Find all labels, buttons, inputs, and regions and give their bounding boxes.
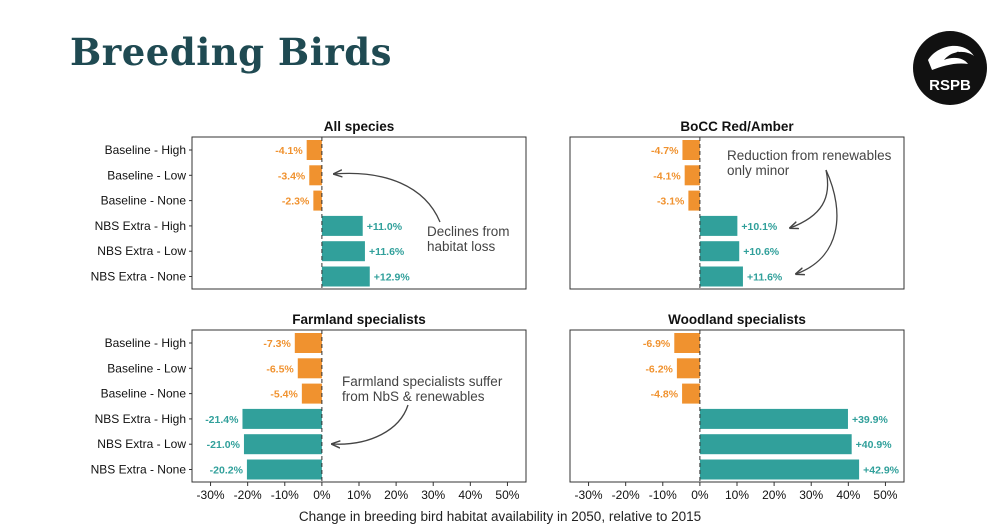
bar-nbs	[699, 434, 852, 455]
x-tick-label: -10%	[271, 488, 299, 502]
panel-frame	[569, 329, 905, 483]
bar-baseline	[688, 190, 700, 211]
data-label: +39.9%	[852, 414, 889, 426]
bar-baseline	[301, 383, 322, 404]
data-label: -4.7%	[651, 145, 679, 157]
panel-frame	[191, 136, 527, 290]
x-tick-label: 10%	[347, 488, 371, 502]
bar-nbs	[699, 408, 848, 429]
category-label: Baseline - Low	[107, 361, 186, 375]
data-label: -20.2%	[210, 465, 244, 477]
category-label: NBS Extra - High	[95, 412, 186, 426]
data-label: -21.0%	[207, 439, 241, 451]
category-label: NBS Extra - Low	[97, 437, 186, 451]
data-label: +11.6%	[747, 272, 783, 284]
data-label: -3.1%	[657, 196, 685, 208]
annotation-arrow	[334, 173, 441, 223]
bar-baseline	[682, 140, 700, 160]
data-label: -3.4%	[278, 170, 306, 182]
x-tick-label: 20%	[384, 488, 408, 502]
x-tick-label: 40%	[836, 488, 860, 502]
category-label: NBS Extra - None	[91, 270, 187, 284]
annotation-arrow	[790, 169, 829, 228]
data-label: -6.5%	[266, 363, 294, 375]
bar-baseline	[674, 333, 700, 353]
bar-nbs	[321, 215, 363, 236]
x-tick-label: -20%	[234, 488, 262, 502]
panel-title: Woodland specialists	[668, 312, 806, 327]
annotation-text: Reduction from renewables only minor	[727, 148, 892, 178]
data-label: +11.0%	[367, 221, 403, 233]
annotation-arrow	[796, 169, 838, 274]
data-label: -2.3%	[282, 196, 310, 208]
bar-baseline	[313, 190, 322, 211]
category-label: Baseline - High	[105, 143, 186, 157]
page-title: Breeding Birds	[70, 30, 392, 74]
bar-nbs	[699, 241, 740, 262]
data-label: +40.9%	[856, 439, 893, 451]
bar-nbs	[699, 215, 738, 236]
x-tick-label: 50%	[873, 488, 897, 502]
data-label: -7.3%	[263, 338, 291, 350]
x-tick-label: 30%	[421, 488, 445, 502]
bar-baseline	[294, 333, 322, 353]
x-tick-label: -30%	[575, 488, 603, 502]
data-label: +42.9%	[863, 465, 900, 477]
data-label: -21.4%	[205, 414, 239, 426]
data-label: -4.1%	[653, 170, 681, 182]
x-tick-label: 20%	[762, 488, 786, 502]
bar-nbs	[246, 459, 322, 480]
bar-baseline	[306, 140, 322, 160]
panel-frame	[569, 136, 905, 290]
data-label: +12.9%	[374, 272, 411, 284]
annotation-arrow	[332, 404, 409, 444]
logo-text: RSPB	[929, 77, 971, 94]
data-label: +11.6%	[369, 246, 405, 258]
category-label: NBS Extra - None	[91, 463, 187, 477]
bar-nbs	[699, 266, 743, 287]
bar-nbs	[242, 408, 322, 429]
panel-frame	[191, 329, 527, 483]
bar-nbs	[243, 434, 322, 455]
data-label: -4.1%	[275, 145, 303, 157]
annotation-text: Declines from habitat loss	[427, 224, 510, 254]
bar-baseline	[309, 165, 322, 186]
panel-title: BoCC Red/Amber	[680, 119, 794, 134]
category-label: Baseline - None	[101, 387, 187, 401]
annotation-text: Farmland specialists suffer from NbS & re…	[342, 374, 503, 404]
category-label: NBS Extra - High	[95, 219, 186, 233]
x-tick-label: 10%	[725, 488, 749, 502]
x-tick-label: 30%	[799, 488, 823, 502]
x-tick-label: 0%	[691, 488, 709, 502]
x-tick-label: 40%	[458, 488, 482, 502]
panel-title: Farmland specialists	[292, 312, 426, 327]
data-label: -6.9%	[643, 338, 671, 350]
bar-baseline	[682, 383, 700, 404]
data-label: -4.8%	[651, 389, 679, 401]
category-label: Baseline - None	[101, 194, 187, 208]
x-tick-label: 50%	[495, 488, 519, 502]
bar-nbs	[699, 459, 860, 480]
bar-nbs	[321, 266, 370, 287]
bar-baseline	[684, 165, 700, 186]
bar-nbs	[321, 241, 365, 262]
data-label: +10.1%	[741, 221, 778, 233]
bar-baseline	[297, 358, 322, 379]
panel-title: All species	[324, 119, 395, 134]
data-label: -5.4%	[270, 389, 298, 401]
x-tick-label: 0%	[313, 488, 331, 502]
x-axis-title: Change in breeding bird habitat availabi…	[298, 509, 702, 524]
x-tick-label: -20%	[612, 488, 640, 502]
category-label: NBS Extra - Low	[97, 244, 186, 258]
category-label: Baseline - High	[105, 336, 186, 350]
rspb-logo: RSPB	[913, 31, 987, 105]
data-label: +10.6%	[743, 246, 780, 258]
x-tick-label: -10%	[649, 488, 677, 502]
x-tick-label: -30%	[197, 488, 225, 502]
bar-baseline	[676, 358, 700, 379]
data-label: -6.2%	[645, 363, 673, 375]
category-label: Baseline - Low	[107, 168, 186, 182]
